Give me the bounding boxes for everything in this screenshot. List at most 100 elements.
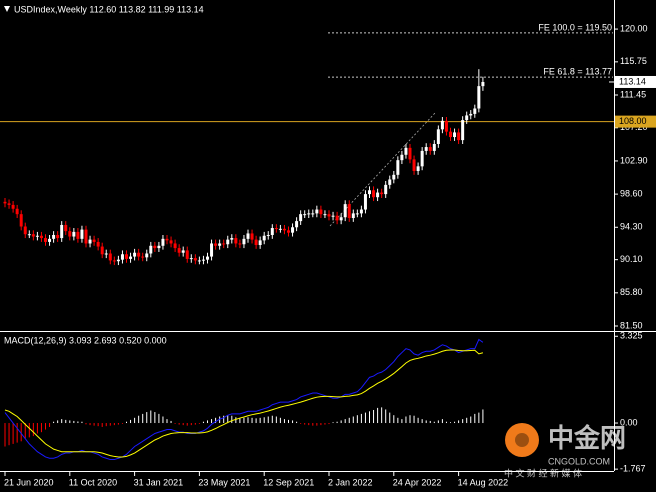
watermark: 中金网 CNGOLD.COM 中 文 财 经 新 媒 体 [504,423,626,479]
candle-body [181,250,185,253]
histogram-bar [126,421,127,424]
candle-body [210,243,214,257]
y-tick-label: 90.10 [620,254,643,264]
histogram-bar [255,418,257,424]
histogram-bar [425,420,427,424]
candle-body [141,256,145,258]
histogram-bar [259,417,261,424]
candle-body [282,228,286,231]
last-price-box [615,75,656,88]
candle-body [307,213,311,215]
candle-body [465,115,469,121]
candle-body [7,203,11,205]
histogram-bar [85,423,87,425]
histogram-bar [401,419,403,424]
histogram-bar [437,420,439,424]
candle-body [206,256,209,260]
histogram-bar [450,422,451,424]
candle-body [323,214,327,216]
level-label: FE 100.0 = 119.50 [538,22,612,32]
y-tick-label: 115.75 [620,56,647,66]
candle-body [299,214,303,222]
candle-body [274,228,278,230]
histogram-bar [373,409,375,424]
histogram-bar [288,419,289,424]
histogram-bar [109,423,111,426]
candle-body [343,204,347,218]
histogram-bar [417,417,419,424]
histogram-bar [182,423,184,426]
candle-body [165,238,169,241]
histogram-bar [198,423,200,424]
candle-body [133,252,137,257]
histogram-bar [223,415,225,424]
candle-body [408,147,412,160]
histogram-bar [267,416,269,424]
y-tick-label: 102.90 [620,155,648,165]
histogram-bar [381,407,383,424]
candle-body [31,234,35,237]
histogram-bar [462,419,464,424]
candle-body [238,243,242,245]
histogram-bar [405,416,407,424]
candle-body [222,243,226,245]
y-tick-label: -1.767 [620,464,646,474]
histogram-bar [81,421,83,424]
candle-body [392,174,396,180]
candle-body [52,234,56,239]
x-tick-label: 11 Oct 2020 [69,477,117,487]
y-tick-label: 98.60 [620,188,643,198]
y-tick-label: 94.30 [620,222,643,232]
histogram-bar [466,417,468,424]
candle-body [258,240,262,246]
histogram-bar [397,417,399,424]
histogram-bar [377,407,379,424]
candle-body [339,217,343,221]
candle-body [88,239,92,244]
histogram-bar [389,412,391,424]
histogram-bar [61,419,63,424]
candle-body [315,209,319,214]
histogram-bar [4,423,6,447]
macd-title: MACD(12,26,9) 3.093 2.693 0.520 0.000 [4,335,167,345]
candle-body [201,259,205,261]
candle-body [384,184,388,195]
candle-body [311,213,315,215]
histogram-bar [97,423,99,427]
histogram-bar [328,423,330,425]
candle-body [477,86,481,109]
histogram-bar [454,421,456,424]
trend-line [329,112,436,227]
histogram-bar [121,423,123,424]
histogram-bar [478,412,480,424]
candle-body [380,192,384,195]
histogram-bar [263,417,265,424]
candle-body [108,253,112,261]
histogram-bar [251,417,253,424]
candle-body [64,224,68,232]
histogram-bar [73,420,75,424]
candle-body [242,238,246,245]
candle-body [351,213,355,219]
chart-title: USDIndex,Weekly 112.60 113.82 111.99 113… [14,4,204,14]
candle-body [125,254,128,259]
histogram-bar [243,417,245,424]
histogram-bar [12,423,14,444]
histogram-bar [304,423,306,425]
last-price-label: 113.14 [619,76,646,86]
y-tick-label: 3.325 [620,331,643,341]
candle-body [461,120,465,141]
candle-body [270,228,274,235]
histogram-bar [154,412,156,424]
level-label: FE 61.8 = 113.77 [543,66,612,76]
candle-body [35,235,39,237]
histogram-bar [308,423,310,426]
candle-body [424,147,428,151]
histogram-bar [117,423,119,425]
histogram-bar [348,417,350,424]
candle-body [27,234,31,236]
brand: 中金网 [548,423,626,453]
logo [505,423,539,457]
